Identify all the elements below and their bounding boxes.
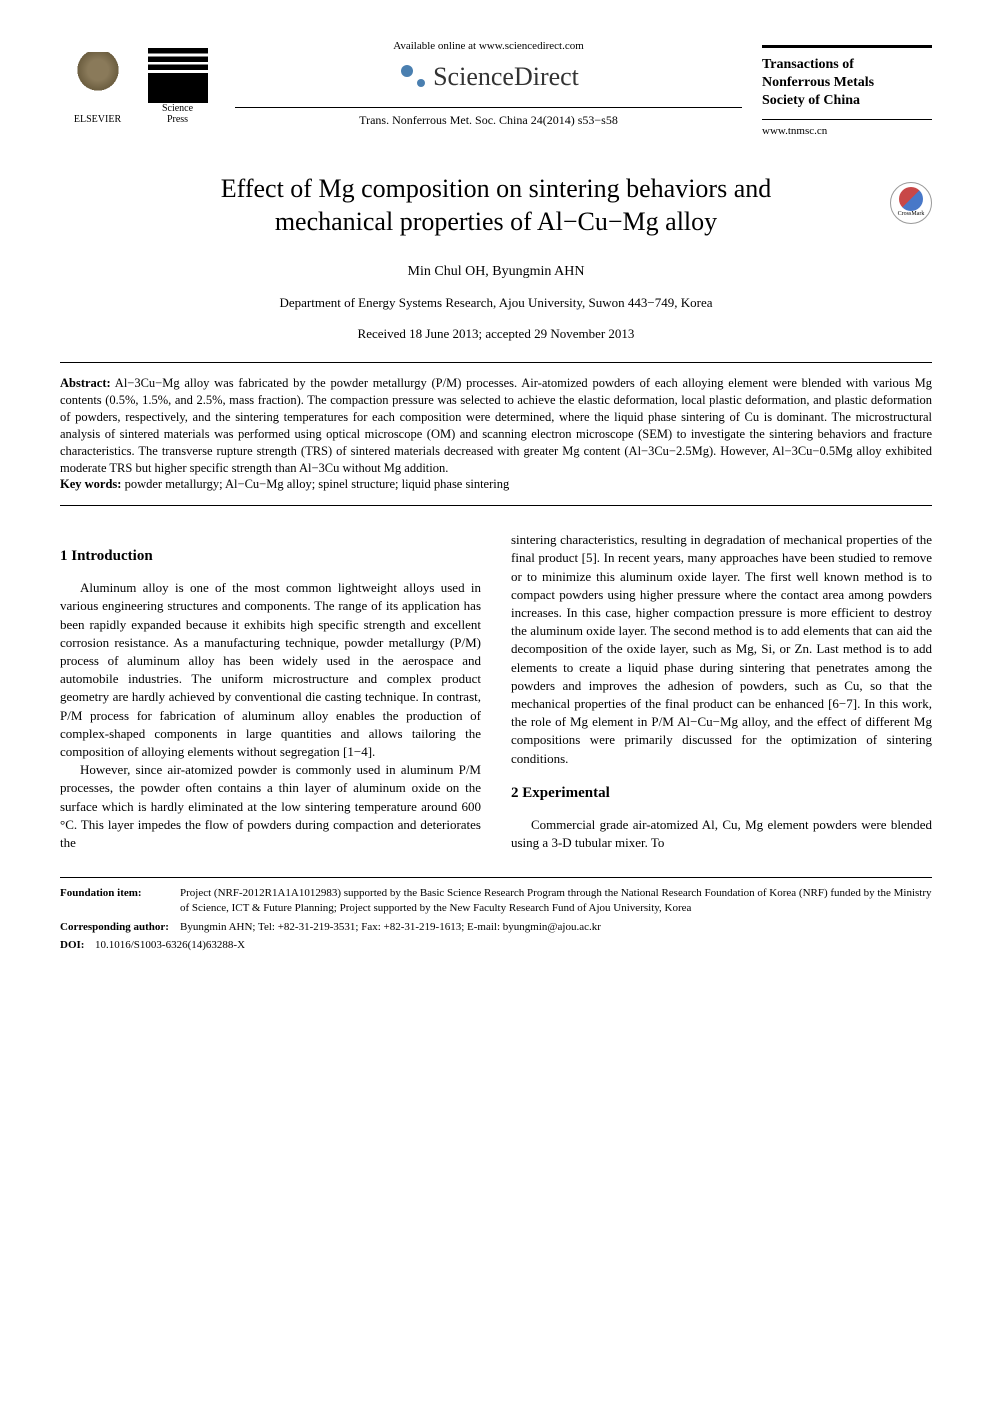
title-line1: Effect of Mg composition on sintering be…: [60, 172, 932, 206]
sciencedirect-text: ScienceDirect: [433, 62, 579, 92]
main-content: 1 Introduction Aluminum alloy is one of …: [60, 531, 932, 852]
keywords-text: powder metallurgy; Al−Cu−Mg alloy; spine…: [121, 477, 509, 491]
sciencedirect-logo: ScienceDirect: [235, 62, 742, 92]
experimental-heading: 2 Experimental: [511, 783, 932, 804]
foundation-text: Project (NRF-2012R1A1A1012983) supported…: [180, 886, 932, 917]
page-footer: Foundation item: Project (NRF-2012R1A1A1…: [60, 877, 932, 954]
abstract-section: Abstract: Al−3Cu−Mg alloy was fabricated…: [60, 362, 932, 506]
article-title: Effect of Mg composition on sintering be…: [60, 172, 932, 240]
available-online-text: Available online at www.sciencedirect.co…: [235, 40, 742, 52]
sciencedirect-icon: [398, 62, 428, 92]
crossmark-badge[interactable]: CrossMark: [890, 182, 932, 224]
journal-url: www.tnmsc.cn: [762, 120, 932, 137]
experimental-paragraph-1: Commercial grade air-atomized Al, Cu, Mg…: [511, 816, 932, 852]
affiliation: Department of Energy Systems Research, A…: [60, 295, 932, 311]
keywords-block: Key words: powder metallurgy; Al−Cu−Mg a…: [60, 476, 932, 493]
science-label: Science: [162, 103, 193, 114]
left-column: 1 Introduction Aluminum alloy is one of …: [60, 531, 481, 852]
title-line2: mechanical properties of Al−Cu−Mg alloy: [60, 205, 932, 239]
elsevier-logo: ELSEVIER: [60, 40, 135, 125]
foundation-label: Foundation item:: [60, 886, 180, 917]
foundation-item: Foundation item: Project (NRF-2012R1A1A1…: [60, 886, 932, 917]
intro-paragraph-1: Aluminum alloy is one of the most common…: [60, 579, 481, 761]
journal-title-line1: Transactions of: [762, 56, 932, 74]
journal-title: Transactions of Nonferrous Metals Societ…: [762, 45, 932, 120]
science-press-logo: Science Press: [140, 40, 215, 125]
page-header: ELSEVIER Science Press Available online …: [60, 40, 932, 137]
corresponding-text: Byungmin AHN; Tel: +82-31-219-3531; Fax:…: [180, 920, 932, 935]
science-press-bars-icon: [148, 48, 208, 103]
intro-paragraph-2: However, since air-atomized powder is co…: [60, 761, 481, 852]
doi-text: 10.1016/S1003-6326(14)63288-X: [95, 938, 932, 953]
article-dates: Received 18 June 2013; accepted 29 Novem…: [60, 326, 932, 342]
header-center: Available online at www.sciencedirect.co…: [215, 40, 762, 128]
publisher-logos: ELSEVIER Science Press: [60, 40, 215, 125]
crossmark-label: CrossMark: [898, 211, 925, 219]
journal-title-line3: Society of China: [762, 92, 932, 110]
journal-reference: Trans. Nonferrous Met. Soc. China 24(201…: [235, 107, 742, 128]
journal-box: Transactions of Nonferrous Metals Societ…: [762, 40, 932, 137]
doi-label: DOI:: [60, 938, 95, 953]
authors: Min Chul OH, Byungmin AHN: [60, 264, 932, 280]
press-label: Press: [167, 114, 188, 125]
crossmark-icon: [899, 187, 923, 211]
right-column: sintering characteristics, resulting in …: [511, 531, 932, 852]
journal-title-line2: Nonferrous Metals: [762, 74, 932, 92]
corresponding-label: Corresponding author:: [60, 920, 180, 935]
elsevier-tree-icon: [68, 52, 128, 112]
keywords-label: Key words:: [60, 477, 121, 491]
introduction-heading: 1 Introduction: [60, 546, 481, 567]
abstract-text: Al−3Cu−Mg alloy was fabricated by the po…: [60, 376, 932, 474]
intro-paragraph-2-continued: sintering characteristics, resulting in …: [511, 531, 932, 767]
abstract-block: Abstract: Al−3Cu−Mg alloy was fabricated…: [60, 375, 932, 476]
elsevier-label: ELSEVIER: [74, 114, 121, 125]
abstract-label: Abstract:: [60, 376, 111, 390]
doi-item: DOI: 10.1016/S1003-6326(14)63288-X: [60, 938, 932, 953]
corresponding-item: Corresponding author: Byungmin AHN; Tel:…: [60, 920, 932, 935]
